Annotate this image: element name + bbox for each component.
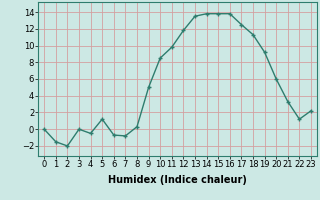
X-axis label: Humidex (Indice chaleur): Humidex (Indice chaleur) bbox=[108, 175, 247, 185]
